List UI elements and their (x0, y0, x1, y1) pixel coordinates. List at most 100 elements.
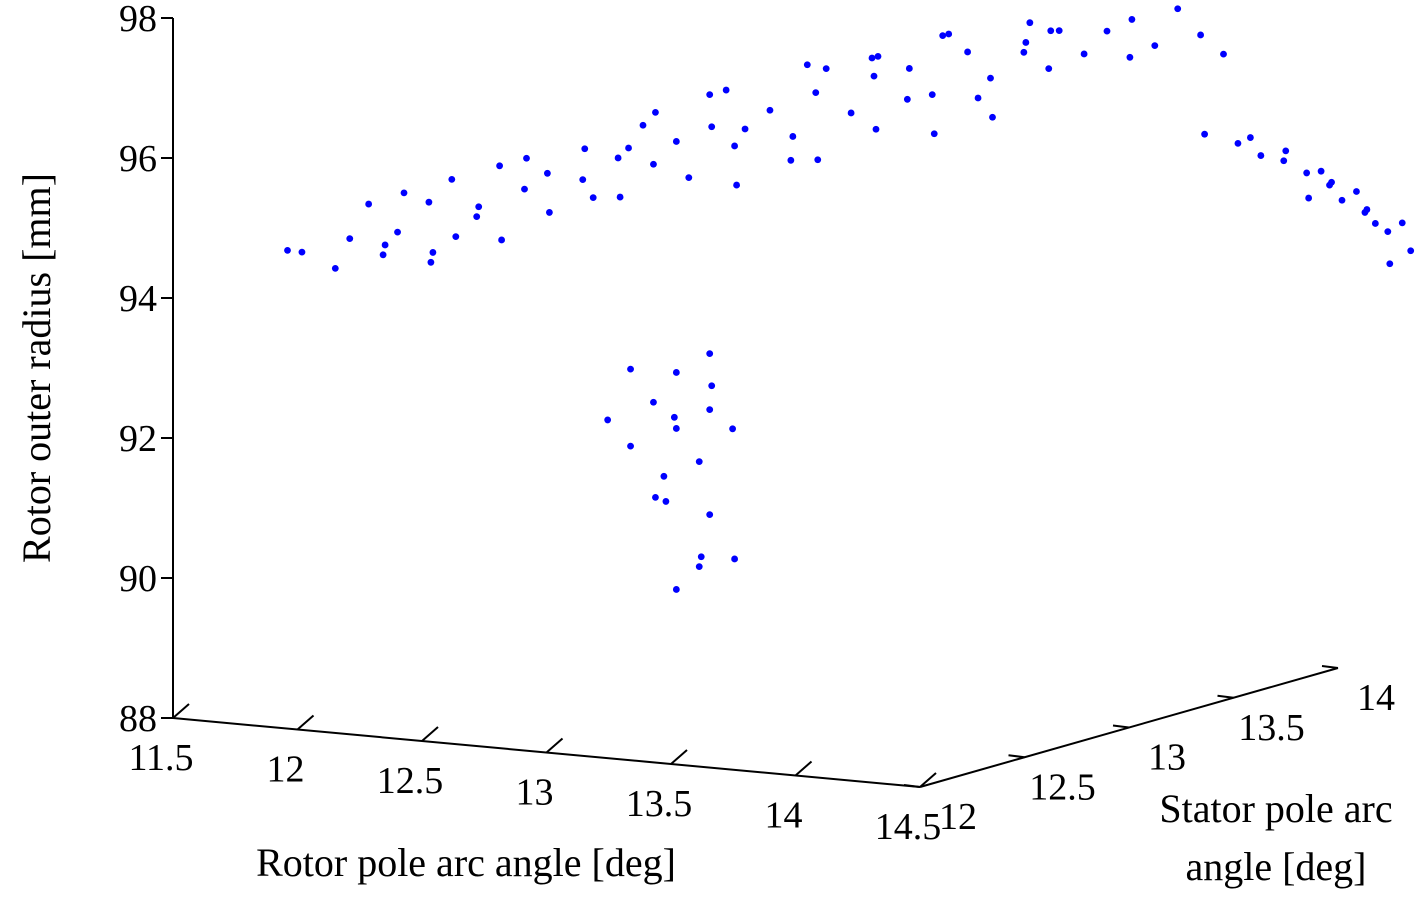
data-point (425, 198, 433, 206)
x-tick-label: 14 (765, 795, 803, 837)
data-point (639, 121, 647, 129)
data-point (581, 145, 589, 153)
data-point (1022, 39, 1030, 46)
data-point (695, 458, 703, 466)
data-point (847, 109, 855, 117)
data-point (627, 365, 634, 373)
data-point (1174, 5, 1182, 13)
data-point (1280, 157, 1288, 165)
data-point (1201, 130, 1208, 138)
data-point (672, 138, 680, 145)
data-point (1371, 220, 1379, 227)
data-point (1055, 27, 1063, 35)
data-point (1047, 27, 1055, 35)
data-point (964, 48, 971, 56)
data-point (346, 235, 354, 243)
data-point (473, 213, 481, 221)
data-point (974, 94, 982, 102)
data-point (1338, 196, 1346, 204)
y-tick-label: 14 (1357, 677, 1395, 719)
data-point (498, 236, 505, 244)
x-tick-label: 12.5 (377, 760, 444, 802)
data-point (1126, 53, 1134, 61)
data-point (670, 413, 678, 421)
x-tick-label: 11.5 (128, 737, 193, 779)
data-point (614, 154, 622, 162)
data-point (905, 65, 913, 72)
y-tick-label: 12 (939, 796, 977, 838)
data-point (987, 74, 994, 82)
z-tick-label: 88 (119, 698, 157, 740)
data-point (1220, 50, 1227, 58)
z-tick-label: 90 (119, 558, 157, 600)
data-point (1384, 228, 1392, 236)
data-point (672, 369, 680, 376)
data-point (930, 130, 938, 138)
y-axis-label-line-1: Stator pole arc (1159, 786, 1392, 831)
data-point (1026, 19, 1034, 27)
x-axis-label: Rotor pole arc angle [deg] (256, 840, 676, 885)
data-point (1247, 134, 1254, 141)
data-point (544, 169, 551, 177)
data-point (381, 241, 389, 249)
data-point (729, 425, 736, 433)
data-point (1386, 260, 1394, 268)
data-point (822, 65, 830, 73)
z-tick-label: 96 (119, 138, 157, 180)
data-point (1080, 50, 1088, 58)
data-point (1103, 27, 1111, 35)
data-point (379, 251, 387, 259)
x-tick-mark (172, 703, 190, 719)
data-point (660, 472, 668, 480)
data-point (1328, 178, 1335, 186)
data-point (475, 203, 483, 211)
data-point (604, 416, 612, 424)
data-point (945, 30, 953, 38)
data-point (928, 91, 936, 99)
x-tick-mark (794, 760, 813, 777)
x-tick-label: 13 (516, 772, 554, 814)
data-point (812, 89, 820, 97)
axes (172, 18, 1339, 788)
y-tick-label: 13 (1148, 737, 1186, 779)
data-point (652, 109, 659, 116)
data-point (814, 156, 822, 164)
data-point (939, 32, 947, 40)
x-tick-mark (545, 737, 564, 754)
y-tick-mark (1112, 724, 1130, 729)
data-point (989, 113, 996, 121)
y-tick-label: 12.5 (1029, 766, 1096, 808)
data-point (1317, 167, 1325, 175)
data-point (874, 52, 882, 60)
data-points (284, 5, 1415, 593)
y-tick-mark (1008, 754, 1025, 759)
data-point (803, 61, 811, 69)
y-axis-label-line-2: angle [deg] (1185, 844, 1366, 889)
data-point (650, 398, 657, 406)
data-point (284, 246, 291, 254)
y-tick-mark (1321, 665, 1339, 669)
data-point (733, 181, 740, 189)
y-tick-label: 13.5 (1238, 707, 1305, 749)
data-point (394, 228, 401, 236)
data-point (672, 586, 680, 593)
data-point (546, 209, 553, 216)
data-point (448, 175, 456, 183)
data-point (496, 162, 503, 170)
data-point (1303, 169, 1311, 177)
data-point (452, 233, 460, 241)
data-point (695, 563, 703, 571)
data-point (697, 553, 705, 561)
data-point (741, 125, 749, 133)
data-point (722, 86, 730, 94)
data-point (766, 106, 774, 114)
data-point (1353, 188, 1360, 195)
data-point (872, 125, 880, 133)
data-point (1398, 219, 1406, 227)
data-point (652, 494, 659, 501)
data-point (1020, 48, 1028, 56)
data-point (521, 185, 528, 193)
data-point (706, 91, 714, 99)
z-tick-label: 94 (119, 278, 157, 320)
data-point (731, 555, 738, 563)
